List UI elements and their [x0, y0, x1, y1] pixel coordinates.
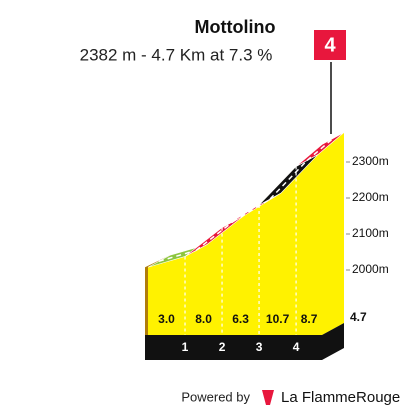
x-tick-label: 3 — [256, 340, 263, 354]
gradient-label: 10.7 — [266, 312, 290, 326]
category-label: 4 — [324, 34, 336, 56]
x-tick-label: 2 — [219, 340, 226, 354]
base-block — [145, 323, 344, 360]
footer-brand: La FlammeRouge — [281, 389, 400, 406]
category-badge — [312, 28, 348, 62]
segment-centerline — [232, 198, 271, 223]
segment-centerline — [306, 137, 334, 162]
chart-subtitle: 2382 m - 4.7 Km at 7.3 % — [80, 45, 273, 64]
segment-centerline — [158, 249, 197, 262]
profile-area — [148, 132, 344, 335]
y-tick-label: 2300m — [352, 154, 389, 168]
gradient-label: 3.0 — [158, 312, 175, 326]
y-tick-label: 2100m — [352, 226, 389, 240]
gradient-label: 6.3 — [232, 312, 249, 326]
x-tick-label: 4 — [293, 340, 300, 354]
brand-logo — [262, 390, 274, 405]
gradient-label: 8.7 — [301, 312, 318, 326]
gradient-label: 8.0 — [195, 312, 212, 326]
footer-prefix: Powered by — [181, 389, 250, 404]
y-tick-label: 2200m — [352, 190, 389, 204]
chart-title: Mottolino — [195, 17, 276, 37]
x-tick-label: 4.7 — [350, 310, 367, 324]
x-tick-label: 1 — [182, 340, 189, 354]
y-tick-label: 2000m — [352, 262, 389, 276]
segment-centerline — [195, 221, 234, 252]
segment-strip — [295, 132, 345, 167]
